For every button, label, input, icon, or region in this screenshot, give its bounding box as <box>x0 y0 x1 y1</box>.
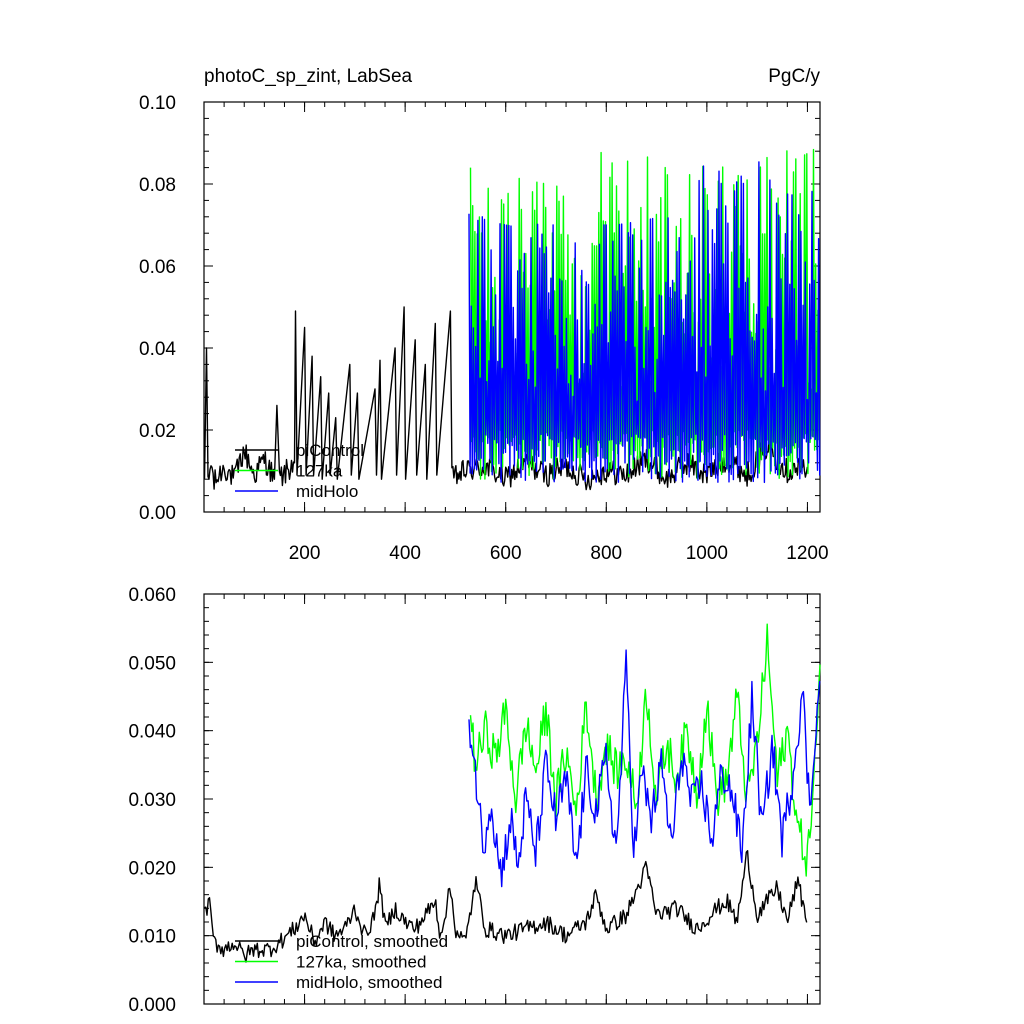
y-tick-label: 0.000 <box>128 995 176 1016</box>
y-tick-label: 0.060 <box>128 585 176 606</box>
plot-frame <box>203 101 821 513</box>
top-panel: 0.00 0.02 0.04 0.06 0.08 0.10 200 400 600 800 1000… <box>139 93 829 564</box>
y-tick-label: 0.020 <box>128 858 176 879</box>
legend-label-3: midHolo <box>296 482 358 501</box>
y-tick-label: 0.10 <box>139 93 176 114</box>
x-tick-label: 600 <box>490 543 522 564</box>
y-tick-label: 0.02 <box>139 421 176 442</box>
series-line-2 <box>469 623 821 877</box>
top-chart-title: photoC_sp_zint, LabSea <box>204 66 413 87</box>
legend-label-1: piControl, smoothed <box>296 932 448 951</box>
legend-label-3: midHolo, smoothed <box>296 973 442 992</box>
top-chart-units: PgC/y <box>768 66 820 87</box>
y-tick-label: 0.08 <box>139 175 176 196</box>
bottom-panel: 0.000 0.010 0.020 0.030 0.040 0.050 0.060 piCon… <box>128 585 821 1016</box>
legend-label-1: piControl <box>296 441 364 460</box>
legend-label-2: 127ka, smoothed <box>296 953 426 972</box>
legend-label-2: 127ka <box>296 462 343 481</box>
y-tick-label: 0.04 <box>139 339 176 360</box>
y-tick-label: 0.06 <box>139 257 176 278</box>
x-tick-label: 1000 <box>686 543 728 564</box>
series-line-1 <box>204 850 808 963</box>
x-tick-label: 800 <box>590 543 622 564</box>
x-tick-label: 400 <box>389 543 421 564</box>
y-tick-label: 0.040 <box>128 722 176 743</box>
series-line-3 <box>468 649 821 888</box>
x-tick-label: 1200 <box>786 543 828 564</box>
y-tick-label: 0.030 <box>128 790 176 811</box>
x-tick-label: 200 <box>289 543 321 564</box>
y-tick-label: 0.050 <box>128 653 176 674</box>
series-line-3 <box>468 161 821 484</box>
y-tick-label: 0.00 <box>139 503 176 524</box>
y-tick-label: 0.010 <box>128 927 176 948</box>
